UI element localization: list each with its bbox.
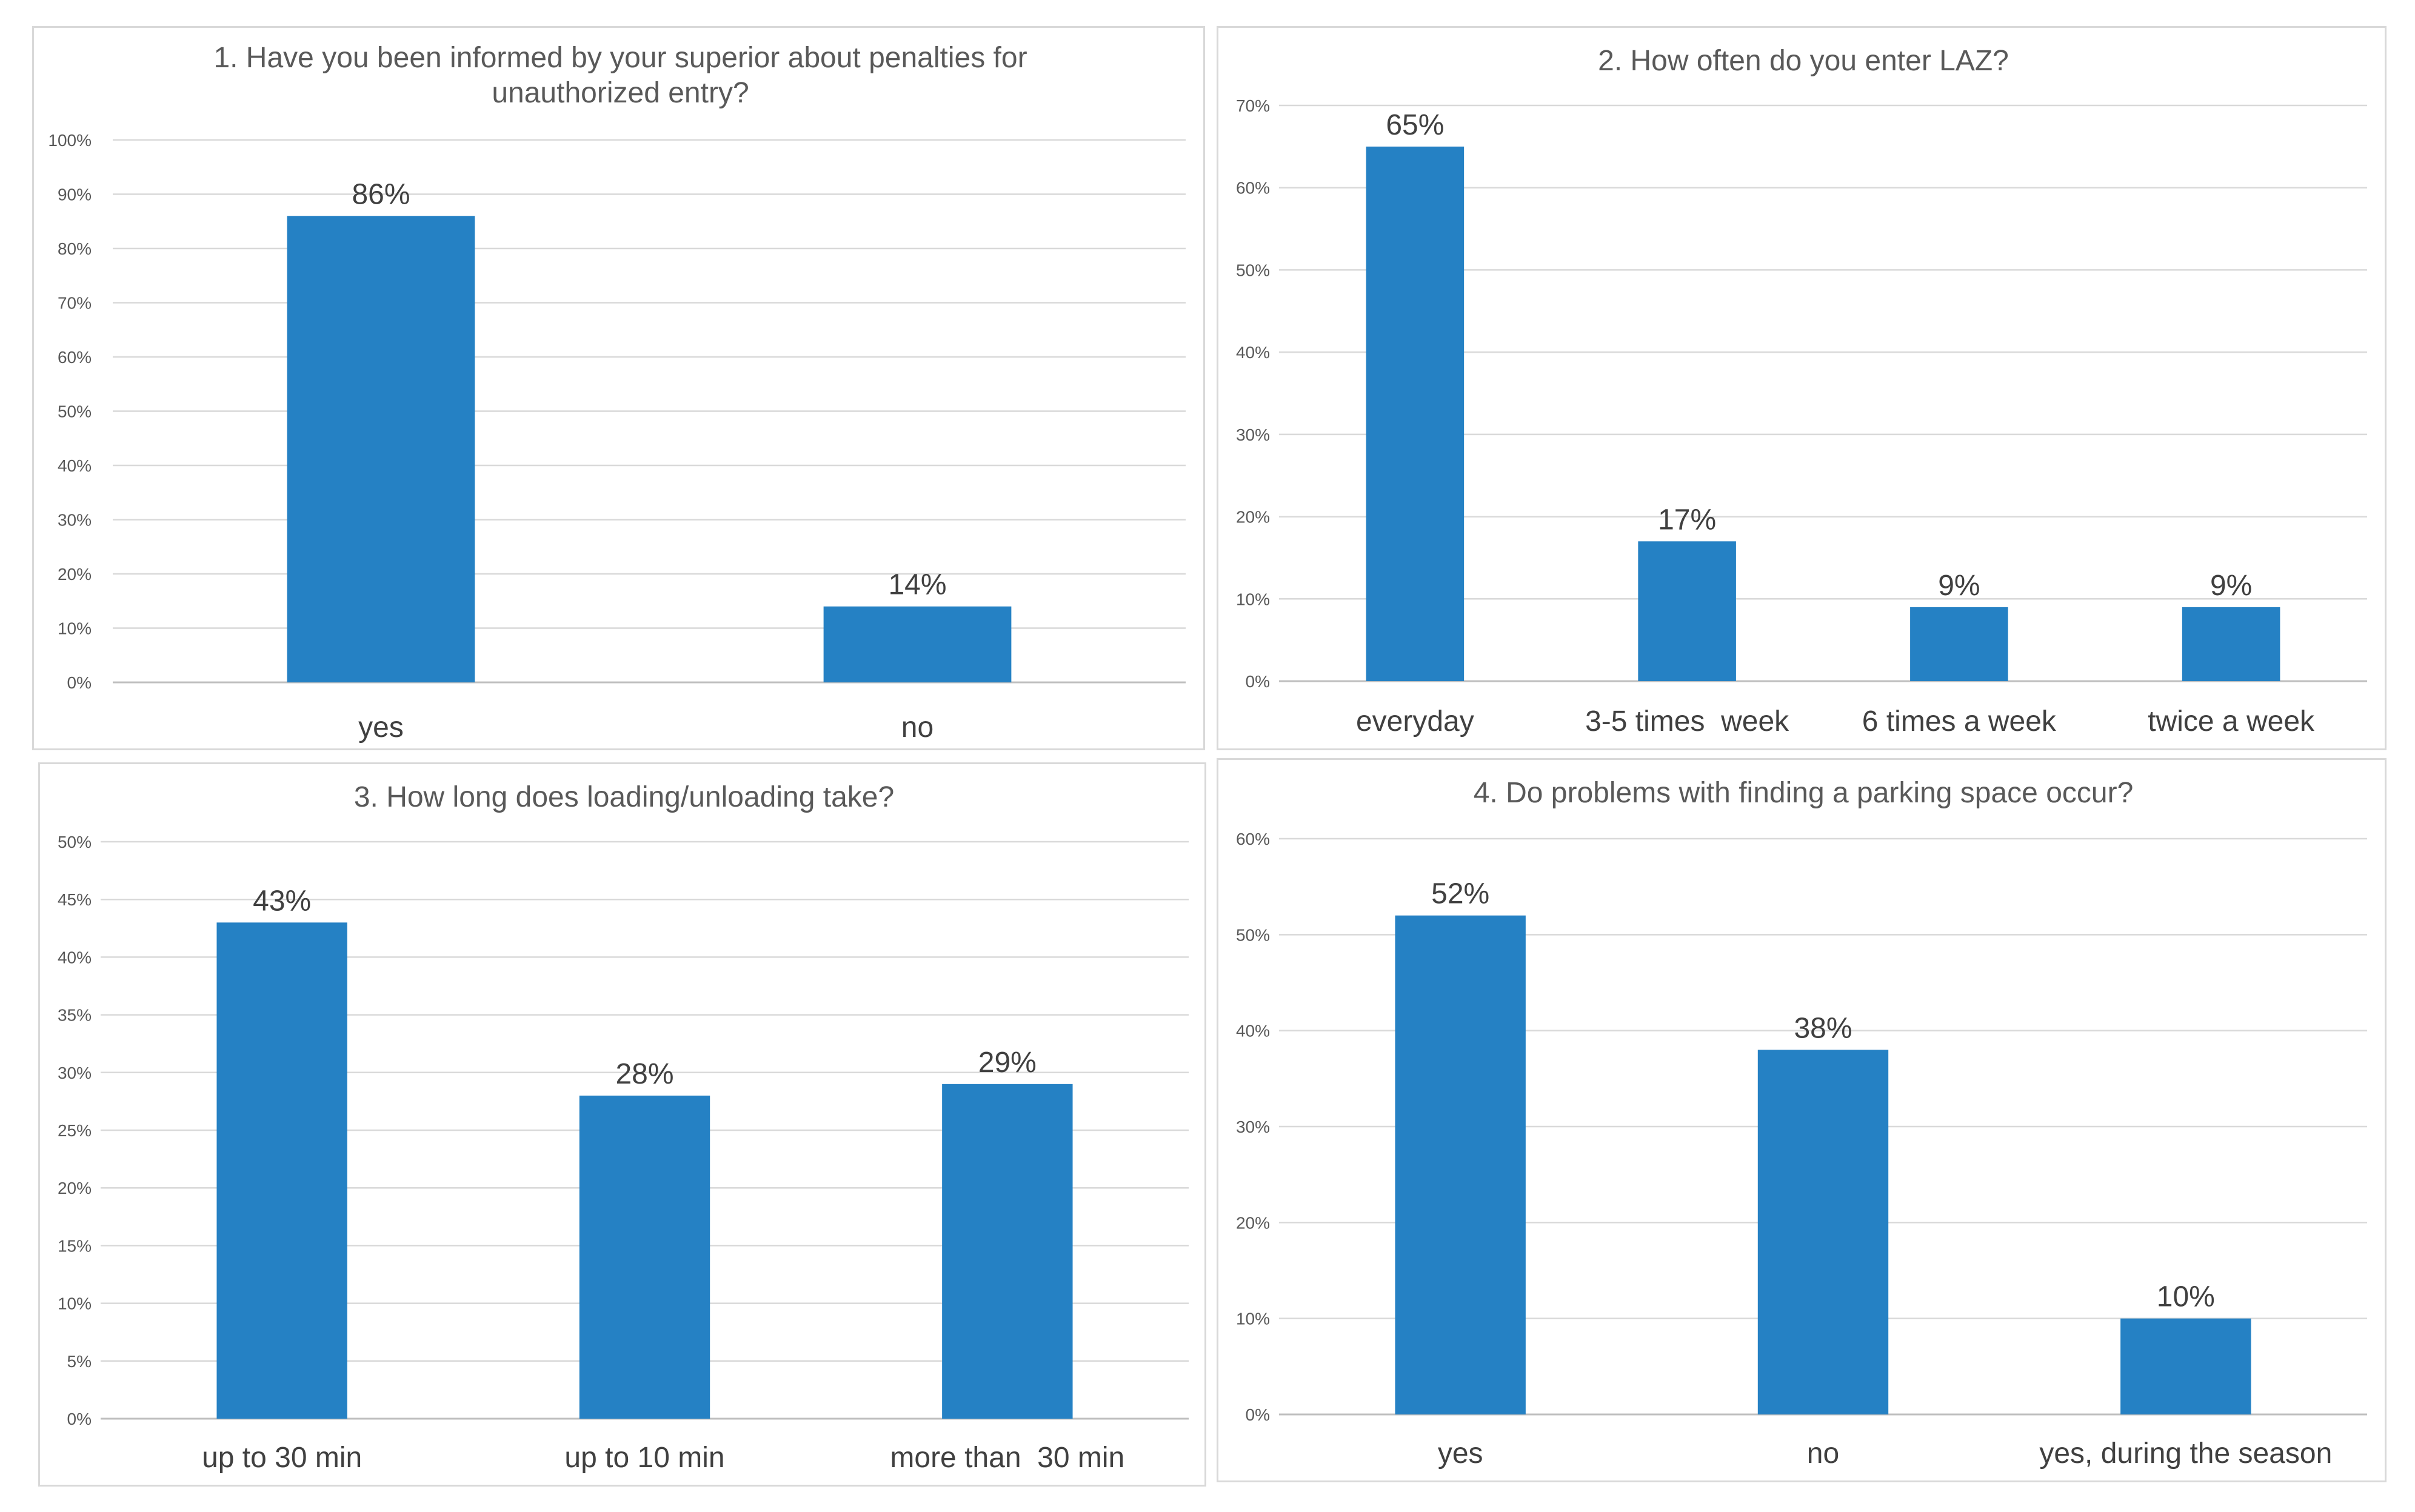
y-tick-label: 20%: [1236, 508, 1270, 527]
y-tick-label: 80%: [58, 239, 92, 258]
data-label: 38%: [1794, 1012, 1852, 1044]
category-label: yes: [1438, 1437, 1483, 1470]
chart-panel-4: 4. Do problems with finding a parking sp…: [1217, 758, 2387, 1482]
y-tick-label: 20%: [1236, 1213, 1270, 1232]
category-label: twice a week: [2148, 705, 2315, 738]
y-tick-label: 70%: [1236, 96, 1270, 115]
bar: [1757, 1050, 1889, 1414]
y-tick-label: 0%: [67, 673, 92, 692]
bar: [2182, 607, 2280, 681]
category-label: 6 times a week: [1862, 705, 2057, 738]
data-label: 9%: [2210, 570, 2252, 602]
category-label: up to 10 min: [564, 1442, 724, 1474]
y-tick-label: 100%: [48, 131, 92, 150]
data-label: 9%: [1938, 570, 1980, 602]
y-tick-label: 50%: [58, 402, 92, 421]
data-label: 86%: [352, 178, 410, 210]
data-label: 10%: [2157, 1281, 2215, 1313]
chart-title-line: 4. Do problems with finding a parking sp…: [1474, 777, 2134, 809]
y-tick-label: 30%: [58, 1064, 92, 1082]
y-tick-label: 10%: [1236, 1310, 1270, 1328]
y-tick-label: 50%: [1236, 261, 1270, 279]
y-tick-label: 45%: [58, 890, 92, 909]
chart-panel-1: 1. Have you been informed by your superi…: [32, 26, 1205, 750]
y-tick-label: 10%: [58, 1294, 92, 1313]
data-label: 28%: [615, 1058, 673, 1090]
chart-svg-2: 2. How often do you enter LAZ? 0% 10% 20% 30…: [1236, 45, 2367, 738]
category-label: no: [1807, 1437, 1839, 1470]
y-tick-label: 70%: [58, 294, 92, 313]
bar: [216, 922, 347, 1419]
y-tick-label: 40%: [58, 456, 92, 475]
data-label: 17%: [1658, 504, 1716, 536]
data-label: 29%: [978, 1047, 1037, 1079]
chart-title-line: 2. How often do you enter LAZ?: [1598, 45, 2009, 77]
data-label: 14%: [888, 569, 946, 601]
category-label: yes: [358, 711, 404, 744]
bar: [579, 1095, 710, 1419]
data-label: 43%: [253, 885, 311, 917]
y-tick-label: 30%: [58, 511, 92, 530]
chart-panel-3: 3. How long does loading/unloading take?…: [38, 762, 1206, 1487]
y-tick-label: 15%: [58, 1236, 92, 1255]
y-tick-label: 10%: [1236, 590, 1270, 608]
y-tick-label: 60%: [1236, 830, 1270, 848]
y-tick-label: 50%: [1236, 925, 1270, 944]
y-tick-label: 5%: [67, 1352, 92, 1371]
bar: [2120, 1318, 2251, 1414]
y-tick-label: 30%: [1236, 425, 1270, 444]
y-tick-label: 40%: [1236, 1022, 1270, 1041]
y-tick-label: 0%: [67, 1410, 92, 1428]
category-label: everyday: [1356, 705, 1474, 738]
category-label: up to 30 min: [202, 1442, 362, 1474]
chart-svg-1: 1. Have you been informed by your superi…: [48, 42, 1186, 744]
y-tick-label: 40%: [1236, 343, 1270, 362]
chart-panel-2: 2. How often do you enter LAZ? 0% 10% 20% 30…: [1217, 26, 2387, 750]
y-tick-label: 30%: [1236, 1117, 1270, 1136]
chart-title-line: 3. How long does loading/unloading take?: [354, 781, 894, 813]
y-tick-label: 25%: [58, 1121, 92, 1140]
bar: [1366, 146, 1465, 681]
y-tick-label: 0%: [1246, 1405, 1270, 1424]
y-tick-label: 50%: [58, 833, 92, 851]
category-label: 3-5 times week: [1585, 705, 1789, 738]
category-label: no: [901, 711, 934, 744]
y-tick-label: 20%: [58, 565, 92, 584]
y-tick-label: 40%: [58, 948, 92, 967]
y-tick-label: 20%: [58, 1179, 92, 1197]
category-label: more than 30 min: [890, 1442, 1124, 1474]
y-tick-label: 10%: [58, 619, 92, 638]
y-tick-label: 0%: [1246, 672, 1270, 691]
bar: [287, 216, 475, 682]
chart-title-line: unauthorized entry?: [492, 77, 749, 109]
bar: [823, 606, 1012, 682]
bar: [1638, 541, 1736, 681]
chart-svg-3: 3. How long does loading/unloading take?…: [58, 781, 1189, 1474]
y-tick-label: 60%: [58, 348, 92, 367]
bar: [1395, 915, 1526, 1414]
bar: [1910, 607, 2008, 681]
chart-svg-4: 4. Do problems with finding a parking sp…: [1236, 777, 2367, 1470]
y-tick-label: 90%: [58, 185, 92, 204]
bar: [942, 1084, 1073, 1419]
data-label: 65%: [1386, 109, 1444, 141]
y-tick-label: 60%: [1236, 179, 1270, 198]
chart-title-line: 1. Have you been informed by your superi…: [213, 42, 1027, 74]
data-label: 52%: [1431, 878, 1489, 910]
y-tick-label: 35%: [58, 1006, 92, 1025]
category-label: yes, during the season: [2039, 1437, 2332, 1470]
